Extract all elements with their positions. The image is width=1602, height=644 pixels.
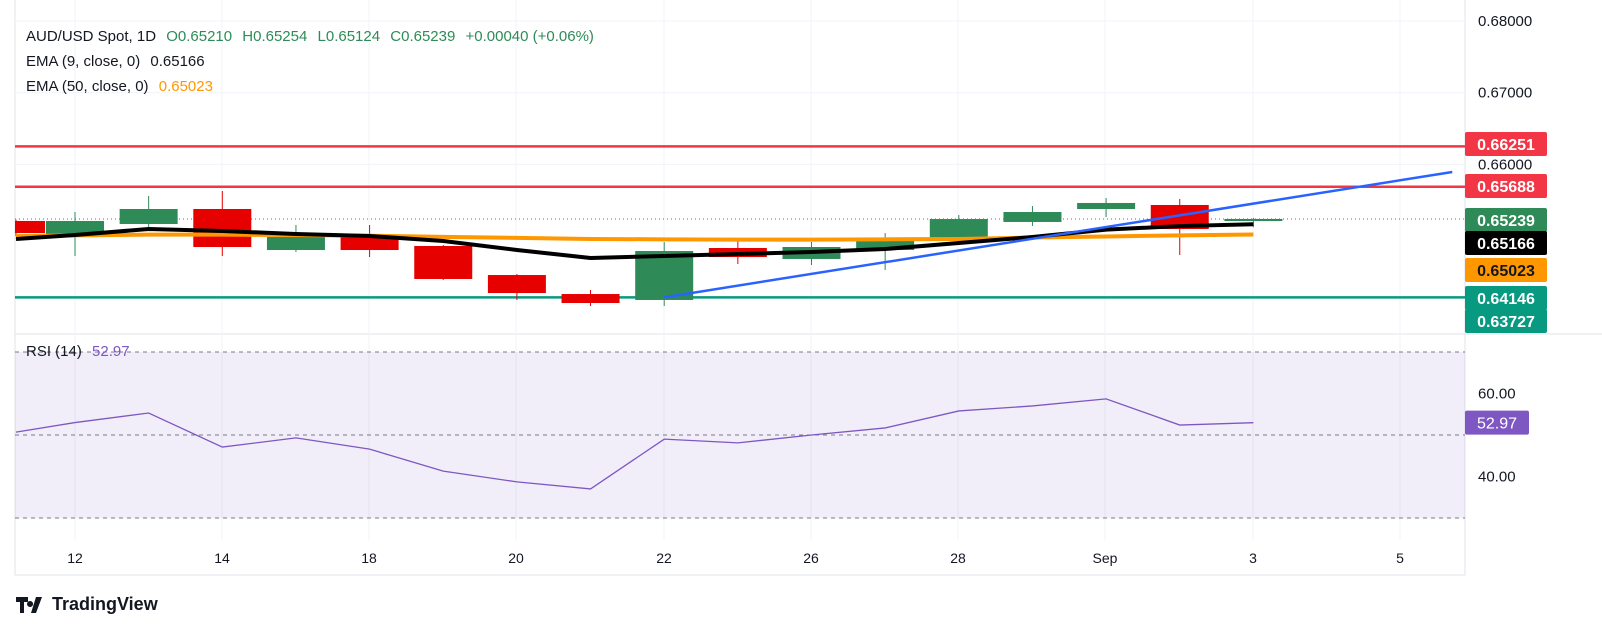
price-label-text: 0.65239 [1477, 213, 1535, 230]
rsi-line [15, 398, 1254, 490]
price-label-ema50 [1465, 258, 1547, 282]
rsi-pane [15, 340, 1465, 540]
price-label-support [1465, 286, 1547, 310]
candle-body [193, 208, 252, 247]
x-tick-label: Sep [1093, 550, 1118, 566]
low-value: L0.65124 [317, 28, 381, 45]
candle-body [266, 237, 325, 251]
price-label-ema9 [1465, 231, 1547, 255]
candle-body [1224, 218, 1283, 222]
legend-ema50[interactable]: EMA (50, close, 0) 0.65023 [26, 78, 219, 95]
x-tick-label: 26 [803, 550, 819, 566]
price-label-text: 0.64146 [1477, 291, 1535, 308]
trendline [664, 170, 1453, 299]
x-tick-label: 14 [214, 550, 230, 566]
legend-ohlc: AUD/USD Spot, 1D O0.65210 H0.65254 L0.65… [26, 28, 600, 45]
price-label-support [1465, 309, 1547, 333]
candle-body [15, 220, 45, 234]
rsi-value: 52.97 [92, 343, 130, 360]
x-tick-label: 28 [950, 550, 966, 566]
logo-text: TradingView [52, 594, 158, 614]
candle-body [119, 208, 178, 224]
candle-body [856, 238, 915, 251]
candle-body [1003, 212, 1062, 222]
price-label-resistance [1465, 174, 1547, 198]
x-tick-label: 18 [361, 550, 377, 566]
high-value: H0.65254 [242, 28, 308, 45]
x-tick-label: 22 [656, 550, 672, 566]
price-plot [15, 145, 1465, 307]
ema50-value: 0.65023 [158, 78, 213, 95]
x-tick-label: 5 [1396, 550, 1404, 566]
candle-body [561, 294, 620, 303]
rsi-tick-label: 60.00 [1478, 386, 1516, 403]
x-tick-label: 3 [1249, 550, 1257, 566]
tradingview-logo-icon [16, 596, 42, 613]
price-label-text: 0.65023 [1477, 263, 1535, 280]
x-tick-label: 20 [508, 550, 524, 566]
candle-body [929, 219, 988, 240]
ema9-value: 0.65166 [150, 53, 205, 70]
x-tick-label: 12 [67, 550, 83, 566]
candle-body [1077, 202, 1136, 209]
change-value: +0.00040 (+0.06%) [465, 28, 594, 45]
rsi-last-label [1465, 410, 1529, 435]
price-label-text: 0.63727 [1477, 314, 1535, 331]
y-tick-label: 0.67000 [1478, 85, 1532, 102]
tradingview-logo[interactable]: TradingView [16, 594, 158, 615]
price-label-text: 0.65166 [1477, 236, 1535, 253]
rsi-last-label-text: 52.97 [1477, 416, 1517, 433]
ema50-label: EMA (50, close, 0) [26, 78, 149, 95]
y-tick-label: 0.66000 [1478, 156, 1532, 173]
price-label-last [1465, 208, 1547, 232]
candle-body [635, 251, 694, 300]
legend-ema9[interactable]: EMA (9, close, 0) 0.65166 [26, 53, 211, 70]
price-label-text: 0.65688 [1477, 179, 1535, 196]
candle-body [487, 275, 546, 294]
candle-body [414, 245, 473, 279]
rsi-tick-label: 40.00 [1478, 469, 1516, 486]
legend-rsi[interactable]: RSI (14) 52.97 [26, 343, 136, 360]
price-label-resistance [1465, 132, 1547, 156]
ema9-label: EMA (9, close, 0) [26, 53, 141, 70]
close-value: C0.65239 [390, 28, 456, 45]
symbol-label[interactable]: AUD/USD Spot, 1D [26, 28, 157, 45]
price-label-text: 0.66251 [1477, 137, 1535, 154]
rsi-label: RSI (14) [26, 343, 82, 360]
y-tick-label: 0.68000 [1478, 13, 1532, 30]
open-value: O0.65210 [166, 28, 233, 45]
